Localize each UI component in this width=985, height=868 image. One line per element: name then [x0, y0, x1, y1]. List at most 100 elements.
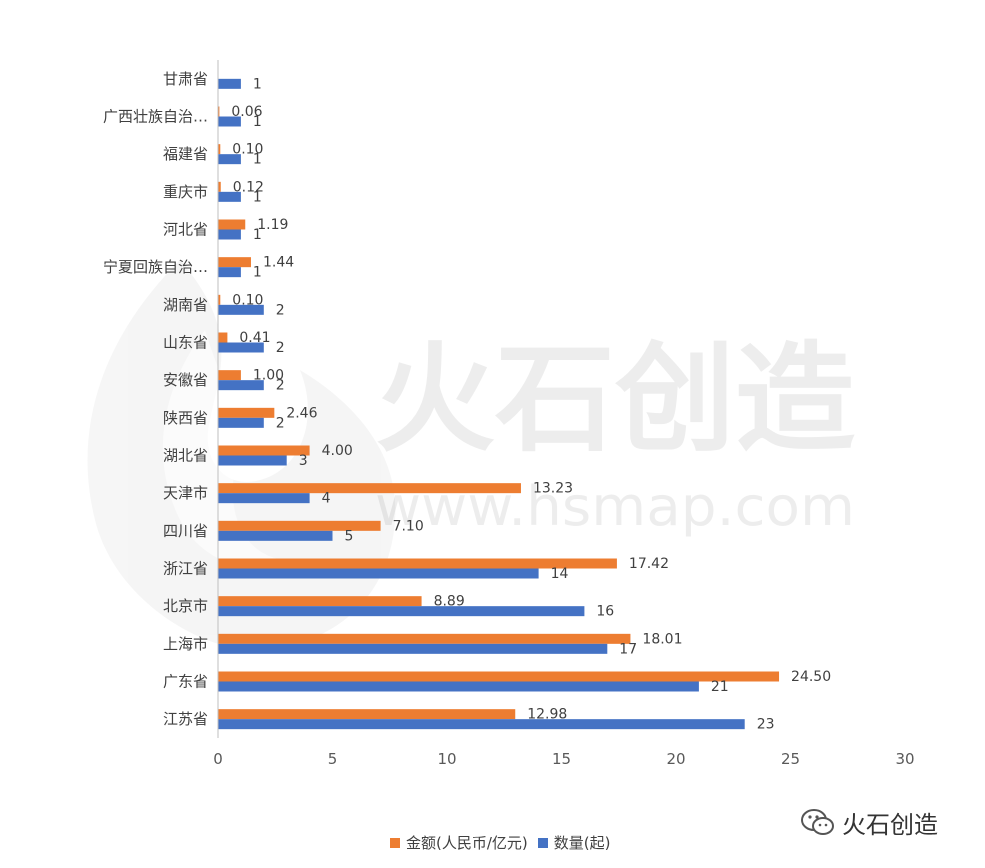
count-data-label: 5: [345, 528, 354, 544]
count-bar: [218, 342, 264, 353]
category-label: 福建省: [163, 145, 208, 163]
amount-data-label: 0.06: [231, 104, 262, 120]
count-bar: [218, 304, 264, 315]
amount-data-label: 18.01: [642, 631, 682, 647]
count-data-label: 1: [253, 189, 262, 205]
legend-item-count: 数量(起): [537, 832, 610, 853]
count-data-label: 2: [276, 302, 285, 318]
category-label: 天津市: [163, 484, 208, 502]
amount-data-label: 24.50: [791, 669, 831, 685]
amount-data-label: 0.10: [232, 292, 263, 308]
count-data-label: 3: [299, 453, 308, 469]
x-tick-label: 5: [328, 750, 338, 768]
category-label: 甘肃省: [163, 70, 208, 88]
x-tick-label: 25: [781, 750, 800, 768]
x-tick-label: 15: [552, 750, 571, 768]
count-data-label: 23: [757, 717, 775, 733]
category-label: 四川省: [163, 522, 208, 540]
count-bar: [218, 191, 241, 202]
count-bar: [218, 643, 608, 654]
amount-data-label: 0.10: [232, 142, 263, 158]
amount-data-label: 4.00: [322, 443, 353, 459]
amount-bar: [218, 332, 228, 343]
amount-bar: [218, 520, 381, 531]
category-label: 山东省: [163, 334, 208, 352]
count-bar: [218, 78, 241, 89]
x-tick-label: 20: [666, 750, 685, 768]
amount-data-label: 1.44: [263, 255, 294, 271]
amount-data-label: 17.42: [629, 556, 669, 572]
amount-data-label: 2.46: [286, 405, 317, 421]
legend: 金额(人民币/亿元) 数量(起): [390, 832, 610, 853]
amount-bar: [218, 709, 516, 720]
watermark-brand: 火石创造: [375, 330, 855, 468]
category-label: 上海市: [163, 635, 208, 653]
category-label: 宁夏回族自治…: [103, 258, 208, 276]
amount-data-label: 0.41: [239, 330, 270, 346]
count-bar: [218, 568, 539, 579]
count-data-label: 2: [276, 378, 285, 394]
amount-data-label: 7.10: [393, 518, 424, 534]
amount-bar: [218, 370, 241, 381]
category-label: 浙江省: [163, 560, 208, 578]
amount-data-label: 13.23: [533, 481, 573, 497]
count-data-label: 1: [253, 114, 262, 130]
amount-bar: [218, 596, 422, 607]
count-data-label: 16: [596, 604, 614, 620]
legend-item-amount: 金额(人民币/亿元): [390, 832, 528, 853]
amount-data-label: 12.98: [527, 707, 567, 723]
category-label: 安徽省: [163, 371, 208, 389]
amount-data-label: 1.19: [257, 217, 288, 233]
count-bar: [218, 530, 333, 541]
amount-bar: [218, 671, 780, 682]
count-bar: [218, 719, 745, 730]
source-badge: 火石创造: [800, 805, 938, 840]
amount-bar: [218, 144, 221, 155]
count-bar: [218, 606, 585, 617]
count-bar: [218, 267, 241, 278]
amount-bar: [218, 294, 221, 305]
category-label: 北京市: [163, 597, 208, 615]
count-data-label: 14: [551, 566, 569, 582]
amount-bar: [218, 106, 220, 117]
amount-data-label: 1.00: [253, 368, 284, 384]
count-data-label: 1: [253, 76, 262, 92]
badge-text: 火石创造: [842, 811, 938, 839]
amount-bar: [218, 407, 275, 418]
amount-data-label: 8.89: [434, 594, 465, 610]
count-data-label: 1: [253, 227, 262, 243]
amount-bar: [218, 181, 221, 192]
amount-bar: [218, 445, 310, 456]
count-bar: [218, 154, 241, 165]
legend-swatch-amount: [390, 837, 400, 848]
count-bar: [218, 493, 310, 504]
count-bar: [218, 229, 241, 240]
category-label: 重庆市: [163, 183, 208, 201]
count-data-label: 21: [711, 679, 729, 695]
x-tick-label: 30: [895, 750, 914, 768]
count-data-label: 1: [253, 265, 262, 281]
category-label: 江苏省: [163, 710, 208, 728]
count-data-label: 2: [276, 340, 285, 356]
x-tick-label: 10: [437, 750, 456, 768]
count-bar: [218, 455, 287, 466]
legend-label-amount: 金额(人民币/亿元): [406, 834, 528, 852]
amount-bar: [218, 257, 251, 268]
count-data-label: 4: [322, 491, 331, 507]
amount-bar: [218, 558, 617, 569]
category-label: 陕西省: [163, 409, 208, 427]
x-tick-label: 0: [213, 750, 223, 768]
amount-data-label: 0.12: [233, 179, 264, 195]
count-bar: [218, 417, 264, 428]
count-data-label: 2: [276, 415, 285, 431]
amount-bar: [218, 483, 521, 494]
category-label: 湖北省: [163, 447, 208, 465]
count-data-label: 1: [253, 152, 262, 168]
legend-swatch-count: [537, 837, 548, 848]
count-bar: [218, 681, 699, 692]
wechat-icon: [801, 808, 834, 835]
amount-bar: [218, 219, 246, 230]
category-label: 河北省: [163, 221, 208, 239]
